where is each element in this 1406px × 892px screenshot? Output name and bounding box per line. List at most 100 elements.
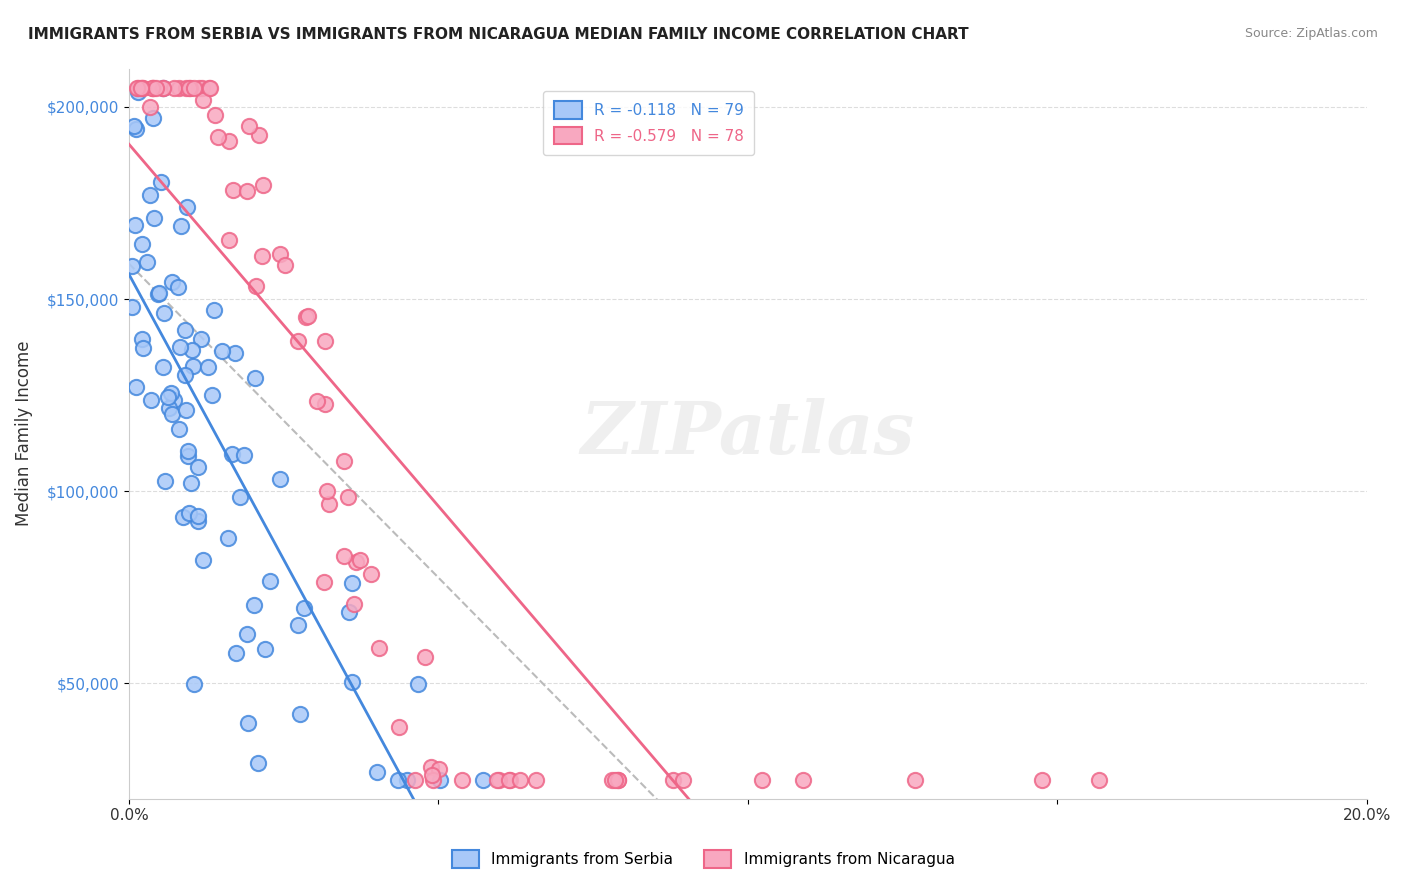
Point	[404, 772, 426, 787]
Point	[314, 334, 336, 349]
Point	[187, 514, 209, 528]
Point	[236, 627, 259, 641]
Point	[388, 720, 411, 734]
Point	[174, 368, 197, 383]
Point	[191, 552, 214, 566]
Point	[751, 772, 773, 787]
Point	[422, 772, 444, 787]
Point	[387, 772, 409, 787]
Point	[127, 85, 149, 99]
Point	[509, 772, 531, 787]
Legend: Immigrants from Serbia, Immigrants from Nicaragua: Immigrants from Serbia, Immigrants from …	[444, 843, 962, 875]
Point	[152, 359, 174, 374]
Point	[146, 287, 169, 301]
Point	[243, 371, 266, 385]
Point	[366, 765, 388, 780]
Point	[315, 484, 337, 499]
Point	[160, 275, 183, 289]
Point	[218, 134, 240, 148]
Point	[245, 278, 267, 293]
Point	[172, 510, 194, 524]
Point	[238, 120, 260, 134]
Point	[413, 650, 436, 665]
Point	[485, 772, 508, 787]
Point	[162, 392, 184, 407]
Point	[177, 444, 200, 458]
Point	[187, 460, 209, 475]
Point	[160, 386, 183, 401]
Point	[176, 449, 198, 463]
Point	[169, 219, 191, 233]
Point	[207, 130, 229, 145]
Point	[121, 300, 143, 314]
Point	[422, 767, 444, 781]
Point	[131, 333, 153, 347]
Point	[343, 597, 366, 611]
Point	[297, 310, 319, 324]
Point	[238, 715, 260, 730]
Point	[222, 183, 245, 197]
Point	[307, 393, 329, 408]
Point	[187, 509, 209, 524]
Point	[488, 772, 510, 787]
Point	[274, 258, 297, 272]
Point	[247, 128, 270, 142]
Point	[167, 80, 190, 95]
Point	[1031, 772, 1053, 787]
Point	[129, 80, 152, 95]
Point	[225, 646, 247, 660]
Point	[132, 80, 155, 95]
Point	[157, 401, 180, 415]
Point	[190, 332, 212, 346]
Text: Source: ZipAtlas.com: Source: ZipAtlas.com	[1244, 27, 1378, 40]
Point	[333, 549, 356, 563]
Point	[349, 553, 371, 567]
Point	[346, 555, 368, 569]
Point	[131, 80, 153, 95]
Point	[243, 599, 266, 613]
Point	[259, 574, 281, 588]
Point	[287, 618, 309, 632]
Point	[224, 346, 246, 360]
Point	[524, 772, 547, 787]
Point	[294, 310, 316, 324]
Point	[167, 279, 190, 293]
Point	[318, 497, 340, 511]
Point	[141, 80, 163, 95]
Point	[218, 233, 240, 247]
Point	[183, 80, 205, 95]
Point	[127, 80, 149, 95]
Point	[292, 600, 315, 615]
Point	[1088, 772, 1111, 787]
Point	[360, 566, 382, 581]
Point	[180, 476, 202, 491]
Point	[420, 760, 443, 774]
Point	[124, 219, 146, 233]
Point	[332, 454, 354, 468]
Point	[149, 176, 172, 190]
Point	[169, 340, 191, 354]
Point	[136, 254, 159, 268]
Point	[179, 507, 201, 521]
Point	[125, 80, 148, 95]
Text: ZIPatlas: ZIPatlas	[581, 398, 915, 469]
Point	[269, 246, 291, 260]
Point	[427, 762, 450, 776]
Point	[269, 472, 291, 486]
Point	[152, 80, 174, 95]
Point	[152, 80, 174, 95]
Point	[451, 772, 474, 787]
Point	[287, 334, 309, 349]
Point	[337, 605, 360, 619]
Point	[368, 640, 391, 655]
Point	[121, 259, 143, 273]
Point	[406, 677, 429, 691]
Point	[139, 187, 162, 202]
Point	[252, 178, 274, 192]
Point	[131, 237, 153, 252]
Point	[607, 772, 630, 787]
Point	[191, 93, 214, 107]
Point	[340, 576, 363, 591]
Point	[188, 80, 211, 95]
Point	[792, 772, 814, 787]
